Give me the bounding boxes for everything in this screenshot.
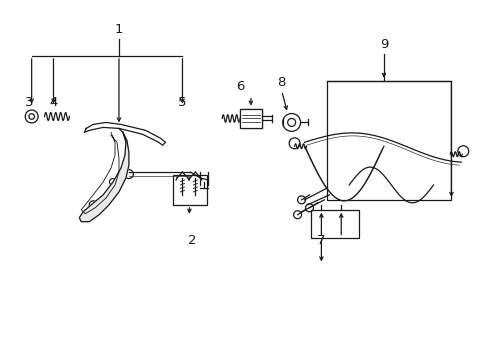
- Bar: [172, 175, 207, 205]
- Text: 8: 8: [277, 76, 285, 89]
- Text: 5: 5: [178, 95, 186, 109]
- Polygon shape: [240, 109, 262, 129]
- Bar: [326, 81, 450, 200]
- Text: 7: 7: [317, 234, 325, 247]
- Text: 9: 9: [379, 38, 387, 51]
- Circle shape: [109, 179, 116, 185]
- Polygon shape: [79, 129, 129, 222]
- Text: 3: 3: [25, 95, 34, 109]
- Bar: [240, 109, 262, 129]
- Text: 2: 2: [188, 234, 196, 247]
- Bar: [240, 109, 262, 129]
- Circle shape: [89, 201, 97, 209]
- Polygon shape: [84, 122, 165, 145]
- Text: 6: 6: [235, 80, 244, 93]
- Text: 4: 4: [49, 95, 58, 109]
- Text: 1: 1: [115, 23, 123, 36]
- Bar: [311, 210, 358, 238]
